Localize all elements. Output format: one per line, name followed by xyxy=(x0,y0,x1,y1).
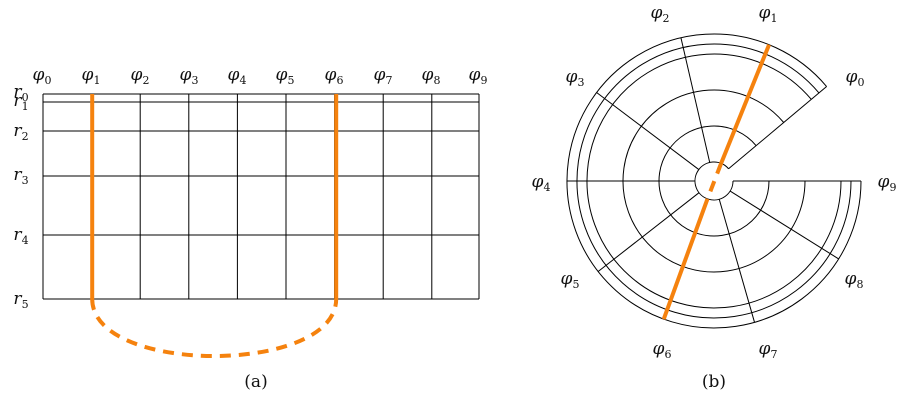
spoke-line xyxy=(596,92,700,170)
ring-arc xyxy=(566,33,862,329)
ring-arc xyxy=(694,161,734,201)
dashed-center-link xyxy=(705,162,723,200)
phi-label-a: φ6 xyxy=(325,65,344,87)
ring-arc xyxy=(576,43,852,319)
ring-arc xyxy=(658,125,770,237)
phi-label-a: φ1 xyxy=(82,65,101,87)
ring-arc xyxy=(586,53,842,309)
phi-label-a: φ8 xyxy=(422,65,441,87)
ring-arc xyxy=(622,89,806,273)
caption-a: (a) xyxy=(244,372,267,392)
phi-label-b: φ3 xyxy=(566,67,585,89)
r-label: r4 xyxy=(13,225,28,247)
r-label: r1 xyxy=(13,91,28,113)
dashed-connector xyxy=(90,298,339,358)
phi-label-a: φ5 xyxy=(276,65,295,87)
phi-label-b: φ1 xyxy=(759,3,778,25)
phi-label-b: φ9 xyxy=(878,172,897,194)
r-label: r3 xyxy=(13,165,28,187)
phi-label-b: φ7 xyxy=(759,339,778,361)
spoke-line xyxy=(718,199,755,323)
phi-label-b: φ5 xyxy=(561,269,580,291)
spoke-line xyxy=(597,192,700,272)
highlight-spoke xyxy=(661,198,710,320)
phi-label-a: φ3 xyxy=(180,65,199,87)
spoke-line xyxy=(728,86,827,170)
phi-label-b: φ4 xyxy=(532,172,551,194)
spoke-line xyxy=(680,37,711,163)
phi-label-b: φ8 xyxy=(845,269,864,291)
panel-b-polar: φ0 φ1 φ2 φ3 φ4 φ5 φ6 φ7 φ8 φ9 (b) xyxy=(532,3,897,392)
phi-label-b: φ6 xyxy=(653,339,672,361)
r-label: r0 xyxy=(13,82,28,104)
phi-label-b: φ0 xyxy=(846,67,865,89)
phi-label-a: φ2 xyxy=(131,65,150,87)
r-label: r5 xyxy=(13,289,28,311)
phi-label-a: φ4 xyxy=(228,65,247,87)
r-label: r2 xyxy=(13,121,28,143)
phi-label-b: φ2 xyxy=(651,3,670,25)
spoke-line xyxy=(729,190,839,260)
phi-label-a: φ0 xyxy=(33,65,52,87)
phi-label-a: φ9 xyxy=(469,65,488,87)
caption-b: (b) xyxy=(702,372,726,392)
phi-label-a: φ7 xyxy=(374,65,393,87)
highlight-spoke xyxy=(719,43,771,165)
